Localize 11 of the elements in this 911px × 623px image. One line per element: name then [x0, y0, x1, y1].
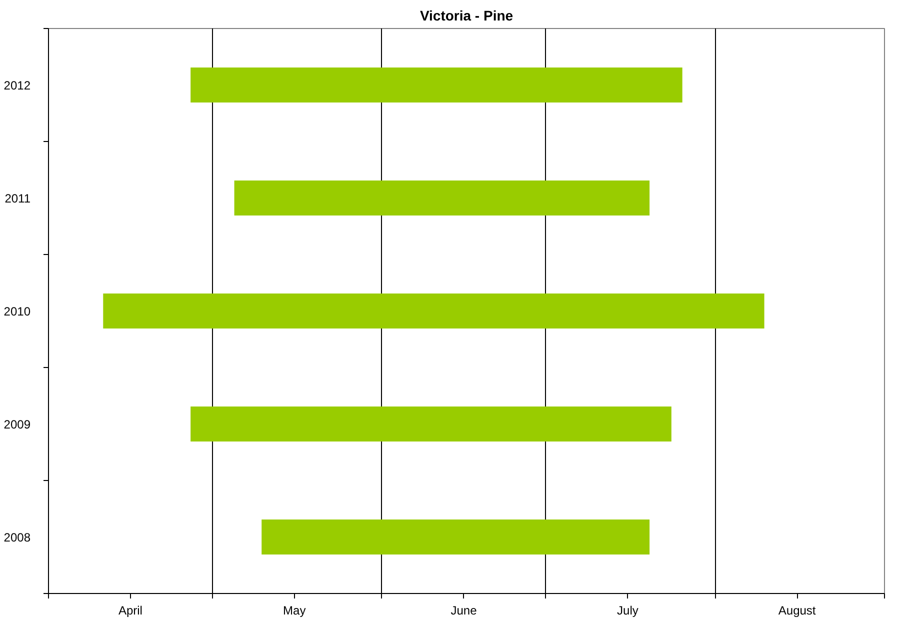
x-tick-label: June	[450, 604, 478, 618]
y-tick-label: 2012	[4, 78, 31, 92]
y-tick-label: 2008	[4, 530, 31, 544]
x-tick-label: August	[778, 604, 816, 618]
x-tick-label: May	[283, 604, 306, 618]
x-tick-label: April	[118, 604, 142, 618]
x-tick-label: July	[617, 604, 638, 618]
chart-title: Victoria - Pine	[420, 8, 514, 24]
y-tick-label: 2009	[4, 418, 31, 432]
y-tick-label: 2010	[4, 304, 31, 318]
y-tick-label: 2011	[4, 192, 31, 206]
